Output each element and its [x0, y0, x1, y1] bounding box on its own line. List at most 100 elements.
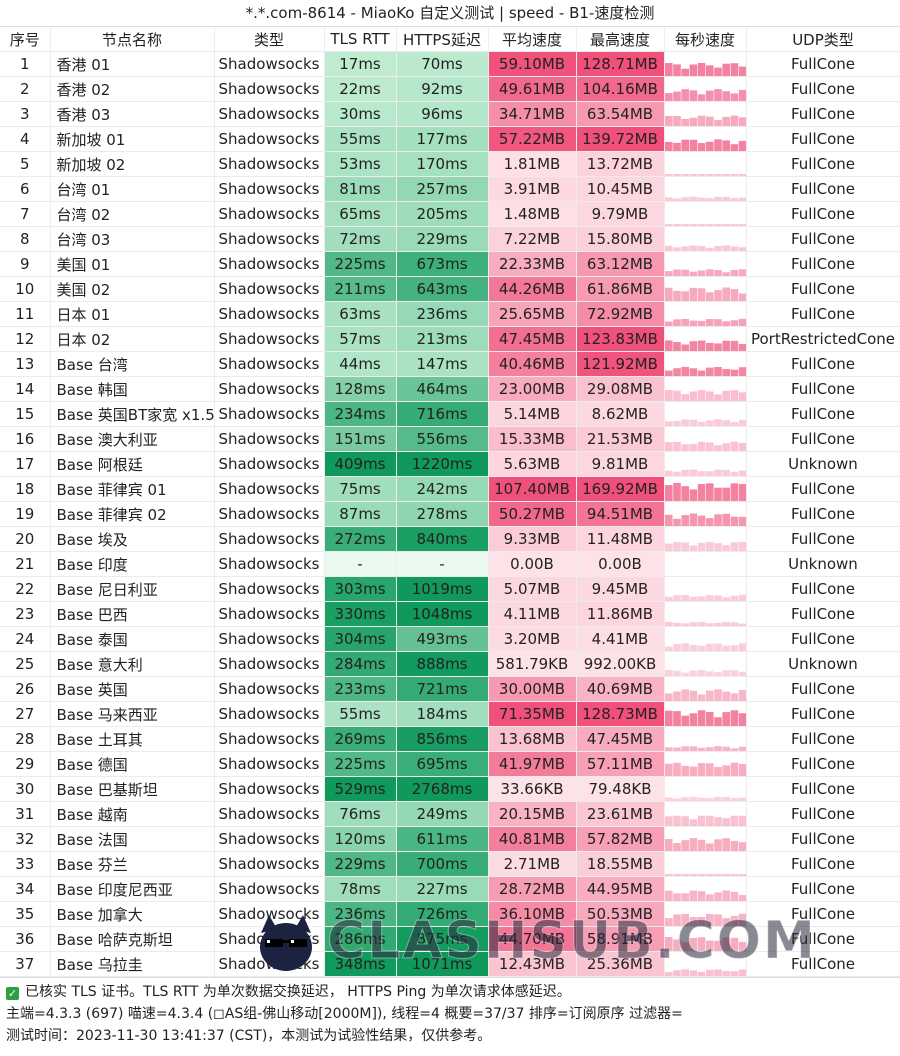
table-row[interactable]: 9 美国 01 Shadowsocks 225ms 673ms 22.33MB 63.12M…: [0, 251, 900, 277]
sparkline-bar: [697, 288, 705, 301]
tls-rtt: 234ms: [324, 401, 397, 427]
col-header-tls-rtt[interactable]: TLS RTT: [324, 27, 397, 52]
sparkline-bar: [680, 344, 689, 351]
table-row[interactable]: 5 新加坡 02 Shadowsocks 53ms 170ms 1.81MB 13.72MB…: [0, 151, 900, 177]
col-header-udp-type[interactable]: UDP类型: [746, 27, 900, 52]
https-delay: 493ms: [396, 626, 489, 652]
sparkline-bar: [680, 197, 689, 201]
table-row[interactable]: 35 Base 加拿大 Shadowsocks 236ms 726ms 36.10MB 50…: [0, 901, 900, 927]
col-header-max-speed[interactable]: 最高速度: [576, 27, 665, 52]
table-row[interactable]: 27 Base 马来西亚 Shadowsocks 55ms 184ms 71.35MB 12…: [0, 701, 900, 727]
table-row[interactable]: 33 Base 芬兰 Shadowsocks 229ms 700ms 2.71MB 18.5…: [0, 851, 900, 877]
table-row[interactable]: 24 Base 泰国 Shadowsocks 304ms 493ms 3.20MB 4.41…: [0, 626, 900, 652]
node-name: Base 印度: [50, 551, 215, 577]
node-type: Shadowsocks: [214, 951, 325, 977]
sparkline-bar: [713, 940, 722, 951]
table-row[interactable]: 17 Base 阿根廷 Shadowsocks 409ms 1220ms 5.63MB 9.…: [0, 451, 900, 477]
table-row[interactable]: 25 Base 意大利 Shadowsocks 284ms 888ms 581.79KB 9…: [0, 651, 900, 677]
table-row[interactable]: 2 香港 02 Shadowsocks 22ms 92ms 49.61MB 104.16MB…: [0, 76, 900, 102]
node-name: Base 澳大利亚: [50, 426, 215, 452]
per-second-speed-chart: [664, 501, 747, 527]
table-row[interactable]: 28 Base 土耳其 Shadowsocks 269ms 856ms 13.68MB 47…: [0, 726, 900, 752]
sparkline-bar: [680, 515, 689, 526]
sparkline-bar: [680, 797, 689, 801]
table-row[interactable]: 29 Base 德国 Shadowsocks 225ms 695ms 41.97MB 57.…: [0, 751, 900, 777]
col-header-index[interactable]: 序号: [0, 27, 51, 52]
col-header-https-delay[interactable]: HTTPS延迟: [396, 27, 489, 52]
sparkline-bar: [689, 874, 697, 876]
node-type: Shadowsocks: [214, 476, 325, 502]
sparkline-bar: [713, 445, 722, 451]
sparkline-bar: [672, 142, 681, 151]
max-speed: 79.48KB: [576, 776, 665, 802]
sparkline-bar: [689, 419, 697, 426]
col-header-type[interactable]: 类型: [214, 27, 325, 52]
table-row[interactable]: 6 台湾 01 Shadowsocks 81ms 257ms 3.91MB 10.45MB F…: [0, 176, 900, 202]
row-index: 23: [0, 601, 51, 627]
https-delay: 611ms: [396, 826, 489, 852]
max-speed: 992.00KB: [576, 651, 665, 677]
table-row[interactable]: 1 香港 01 Shadowsocks 17ms 70ms 59.10MB 128.71MB…: [0, 51, 900, 77]
node-type: Shadowsocks: [214, 126, 325, 152]
sparkline-bar: [730, 840, 738, 851]
sparkline-bar: [680, 291, 689, 301]
table-row[interactable]: 21 Base 印度 Shadowsocks - -0.00B 0.00B Unknown: [0, 551, 900, 577]
table-row[interactable]: 22 Base 尼日利亚 Shadowsocks 303ms 1019ms 5.07MB 9…: [0, 576, 900, 602]
table-row[interactable]: 19 Base 菲律宾 02 Shadowsocks 87ms 278ms 50.27MB…: [0, 501, 900, 527]
table-row[interactable]: 10 美国 02 Shadowsocks 211ms 643ms 44.26MB 61.86…: [0, 276, 900, 302]
table-row[interactable]: 20 Base 埃及 Shadowsocks 272ms 840ms 9.33MB 11.4…: [0, 526, 900, 552]
sparkline-bar: [664, 340, 673, 351]
sparkline-bar: [664, 174, 673, 176]
sparkline-bar: [664, 972, 673, 976]
sparkline-bar: [730, 710, 738, 726]
https-delay: 205ms: [396, 201, 489, 227]
table-row[interactable]: 32 Base 法国 Shadowsocks 120ms 611ms 40.81MB 57.…: [0, 826, 900, 852]
node-name: Base 英国: [50, 676, 215, 702]
table-row[interactable]: 23 Base 巴西 Shadowsocks 330ms 1048ms 4.11MB 11.…: [0, 601, 900, 627]
avg-speed: 47.45MB: [488, 326, 577, 352]
table-row[interactable]: 37 Base 乌拉圭 Shadowsocks 348ms 1071ms 12.43MB 2…: [0, 951, 900, 977]
per-second-speed-chart: [664, 951, 747, 977]
table-row[interactable]: 11 日本 01 Shadowsocks 63ms 236ms 25.65MB 72.92M…: [0, 301, 900, 327]
sparkline-bar: [721, 245, 730, 251]
sparkline-bar: [697, 891, 705, 901]
sparkline-bar: [680, 394, 689, 401]
per-second-speed-chart: [664, 151, 747, 177]
table-row[interactable]: 36 Base 哈萨克斯坦 Shadowsocks 286ms 875ms 44.70MB…: [0, 926, 900, 952]
udp-type: FullCone: [746, 876, 900, 902]
table-row[interactable]: 34 Base 印度尼西亚 Shadowsocks 78ms 227ms 28.72MB 4…: [0, 876, 900, 902]
table-row[interactable]: 13 Base 台湾 Shadowsocks 44ms 147ms 40.46MB 121.…: [0, 351, 900, 377]
node-type: Shadowsocks: [214, 351, 325, 377]
max-speed: 128.73MB: [576, 701, 665, 727]
table-row[interactable]: 14 Base 韩国 Shadowsocks 128ms 464ms 23.00MB 29.…: [0, 376, 900, 402]
sparkline-bar: [721, 321, 730, 326]
sparkline-bar: [689, 391, 697, 401]
node-type: Shadowsocks: [214, 326, 325, 352]
sparkline-bar: [738, 224, 745, 226]
table-row[interactable]: 26 Base 英国 Shadowsocks 233ms 721ms 30.00MB 40.…: [0, 676, 900, 702]
table-row[interactable]: 31 Base 越南 Shadowsocks 76ms 249ms 20.15MB 23.6…: [0, 801, 900, 827]
sparkline-bar: [705, 594, 714, 601]
col-header-name[interactable]: 节点名称: [50, 27, 215, 52]
table-row[interactable]: 16 Base 澳大利亚 Shadowsocks 151ms 556ms 15.33MB 2…: [0, 426, 900, 452]
sparkline-bar: [738, 969, 745, 976]
sparkline-bar: [738, 117, 745, 126]
sparkline-bar: [672, 319, 681, 326]
sparkline-bar: [680, 118, 689, 126]
sparkline-bar: [672, 914, 681, 926]
table-row[interactable]: 18 Base 菲律宾 01 Shadowsocks 75ms 242ms 107.40M…: [0, 476, 900, 502]
table-row[interactable]: 8 台湾 03 Shadowsocks 72ms 229ms 7.22MB 15.80MB F…: [0, 226, 900, 252]
table-row[interactable]: 12 日本 02 Shadowsocks 57ms 213ms 47.45MB 123.83…: [0, 326, 900, 352]
col-header-per-second-speed[interactable]: 每秒速度: [664, 27, 747, 52]
sparkline-bar: [689, 174, 697, 176]
table-row[interactable]: 4 新加坡 01 Shadowsocks 55ms 177ms 57.22MB 139.72…: [0, 126, 900, 152]
col-header-avg-speed[interactable]: 平均速度: [488, 27, 577, 52]
sparkline-bar: [689, 545, 697, 551]
table-row[interactable]: 15 Base 英国BT家宽 x1.5 Shadowsocks 234ms 716ms 5…: [0, 401, 900, 427]
table-row[interactable]: 30 Base 巴基斯坦 Shadowsocks 529ms 2768ms 33.66KB…: [0, 776, 900, 802]
table-row[interactable]: 7 台湾 02 Shadowsocks 65ms 205ms 1.48MB 9.79MB Fu…: [0, 201, 900, 227]
udp-type: FullCone: [746, 126, 900, 152]
table-row[interactable]: 3 香港 03 Shadowsocks 30ms 96ms 34.71MB 63.54MB F…: [0, 101, 900, 127]
max-speed: 11.86MB: [576, 601, 665, 627]
sparkline-bar: [680, 689, 689, 701]
